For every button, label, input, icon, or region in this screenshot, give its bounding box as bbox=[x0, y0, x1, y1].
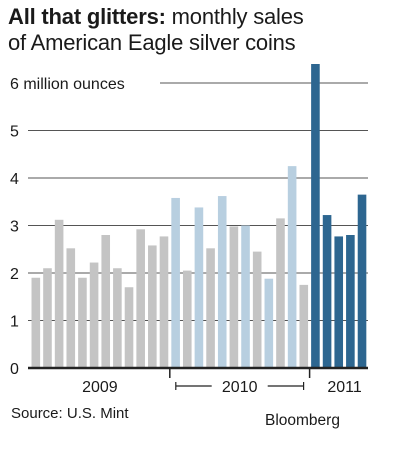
y-tick-label: 6 million ounces bbox=[10, 76, 125, 93]
y-tick-label: 0 bbox=[10, 361, 19, 378]
bar bbox=[357, 194, 367, 368]
bar bbox=[78, 277, 87, 368]
bar bbox=[322, 215, 332, 368]
bar bbox=[113, 268, 122, 368]
bar bbox=[101, 235, 111, 368]
bar bbox=[264, 278, 274, 368]
credit-label: Bloomberg bbox=[265, 412, 340, 429]
source-note: Source: U.S. Mint bbox=[11, 405, 129, 422]
bar bbox=[276, 218, 285, 368]
bar bbox=[217, 196, 227, 368]
bar bbox=[346, 235, 355, 368]
bar bbox=[31, 277, 41, 368]
bar bbox=[252, 251, 262, 368]
y-tick-label: 3 bbox=[10, 219, 19, 236]
bar bbox=[311, 64, 320, 368]
bar bbox=[136, 229, 145, 368]
bar bbox=[334, 236, 344, 368]
bar bbox=[194, 207, 204, 368]
year-label: 2009 bbox=[82, 379, 118, 396]
bar bbox=[229, 226, 239, 368]
y-tick-label: 1 bbox=[10, 314, 19, 331]
y-tick-label: 4 bbox=[10, 171, 19, 188]
year-label: 2010 bbox=[222, 379, 258, 396]
bar bbox=[159, 236, 169, 368]
bar bbox=[299, 284, 309, 368]
bar bbox=[241, 225, 250, 368]
bar bbox=[89, 262, 99, 368]
bar bbox=[148, 245, 157, 368]
bar bbox=[171, 197, 180, 368]
bar bbox=[66, 248, 76, 368]
bar bbox=[287, 166, 297, 368]
bar bbox=[124, 287, 134, 368]
bar bbox=[54, 219, 64, 368]
y-tick-label: 2 bbox=[10, 266, 19, 283]
title-bold: All that glitters: bbox=[8, 4, 166, 29]
bar bbox=[182, 270, 192, 368]
chart-title: All that glitters: monthly sales of Amer… bbox=[8, 4, 304, 56]
title-line1-rest: monthly sales bbox=[171, 4, 304, 29]
bar bbox=[206, 248, 215, 368]
bar bbox=[43, 268, 52, 368]
year-label: 2011 bbox=[327, 379, 362, 396]
y-tick-label: 5 bbox=[10, 124, 19, 141]
title-line2: of American Eagle silver coins bbox=[8, 30, 296, 55]
